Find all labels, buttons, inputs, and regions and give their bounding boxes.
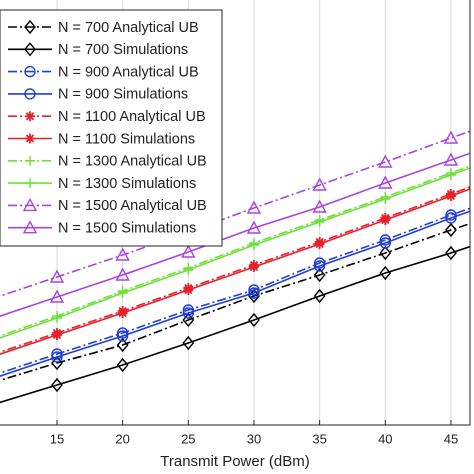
x-tick-label: 25 bbox=[181, 431, 195, 446]
legend-label: N = 1500 Simulations bbox=[58, 221, 196, 237]
series-line bbox=[0, 222, 470, 382]
marker bbox=[117, 308, 128, 318]
x-tick-label: 40 bbox=[378, 431, 392, 446]
marker bbox=[115, 267, 130, 281]
marker bbox=[380, 215, 391, 225]
marker bbox=[445, 245, 457, 261]
marker bbox=[378, 175, 393, 189]
marker bbox=[25, 111, 35, 122]
marker bbox=[312, 177, 327, 191]
marker bbox=[22, 220, 38, 234]
marker bbox=[49, 269, 65, 283]
legend: N = 700 Analytical UB N = 700 Simulations… bbox=[0, 9, 223, 247]
marker bbox=[183, 285, 194, 295]
marker bbox=[49, 289, 65, 303]
marker bbox=[246, 220, 262, 234]
x-tick-label: 35 bbox=[312, 431, 326, 446]
marker bbox=[24, 65, 36, 78]
series-line bbox=[0, 152, 470, 317]
marker bbox=[51, 313, 62, 323]
series-line bbox=[0, 210, 470, 377]
marker bbox=[313, 260, 326, 272]
marker bbox=[380, 194, 391, 204]
marker bbox=[379, 245, 392, 261]
marker bbox=[24, 42, 36, 57]
marker bbox=[314, 239, 325, 249]
marker bbox=[313, 288, 326, 304]
x-axis: 15 20 25 30 35 40 45 bbox=[50, 420, 458, 446]
legend-label: N = 900 Simulations bbox=[58, 87, 188, 103]
marker bbox=[248, 312, 260, 328]
marker bbox=[183, 265, 194, 275]
plot-area bbox=[0, 130, 470, 404]
marker bbox=[51, 377, 63, 393]
marker bbox=[182, 312, 195, 328]
marker bbox=[116, 337, 129, 353]
axes-frame bbox=[0, 0, 471, 426]
marker bbox=[182, 335, 195, 351]
marker bbox=[115, 247, 130, 261]
x-axis-label: Transmit Power (dBm) bbox=[160, 453, 309, 470]
series-line bbox=[0, 130, 470, 297]
marker bbox=[248, 262, 259, 272]
marker bbox=[445, 191, 456, 201]
marker bbox=[24, 88, 36, 100]
marker bbox=[445, 222, 457, 238]
x-tick-label: 45 bbox=[444, 431, 458, 446]
marker bbox=[312, 199, 327, 213]
marker bbox=[24, 19, 36, 35]
legend-label: N = 1100 Analytical UB bbox=[58, 109, 206, 125]
marker bbox=[182, 307, 195, 319]
marker bbox=[51, 351, 63, 363]
series-line bbox=[0, 245, 470, 404]
marker bbox=[248, 240, 259, 250]
marker bbox=[51, 330, 62, 340]
marker bbox=[379, 265, 392, 281]
marker bbox=[248, 284, 260, 296]
series-line bbox=[0, 207, 470, 374]
marker bbox=[445, 209, 457, 221]
marker bbox=[25, 178, 35, 189]
marker bbox=[445, 212, 457, 224]
marker bbox=[313, 267, 326, 283]
x-tick-label: 30 bbox=[247, 431, 261, 446]
marker bbox=[181, 244, 196, 258]
marker bbox=[314, 217, 325, 227]
marker bbox=[117, 288, 128, 298]
marker bbox=[248, 287, 260, 299]
marker bbox=[182, 304, 195, 316]
legend-label: N = 700 Analytical UB bbox=[58, 20, 199, 36]
marker bbox=[22, 197, 38, 212]
x-tick-label: 20 bbox=[115, 431, 129, 446]
marker bbox=[443, 152, 459, 166]
legend-label: N = 1300 Analytical UB bbox=[58, 154, 207, 170]
marker bbox=[379, 237, 391, 249]
marker bbox=[25, 133, 35, 144]
marker bbox=[313, 257, 326, 269]
x-tick-label: 15 bbox=[50, 431, 64, 446]
marker bbox=[116, 327, 129, 339]
marker bbox=[51, 348, 63, 360]
marker bbox=[246, 200, 262, 214]
marker bbox=[378, 154, 393, 168]
marker bbox=[25, 155, 35, 166]
marker bbox=[443, 130, 459, 144]
legend-label: N = 1500 Analytical UB bbox=[58, 198, 207, 214]
marker bbox=[116, 357, 129, 373]
marker bbox=[445, 170, 456, 180]
legend-label: N = 1300 Simulations bbox=[58, 176, 196, 192]
legend-label: N = 1100 Simulations bbox=[58, 131, 195, 147]
marker bbox=[116, 330, 129, 342]
legend-label: N = 900 Analytical UB bbox=[58, 64, 199, 80]
marker bbox=[379, 234, 391, 246]
legend-label: N = 700 Simulations bbox=[58, 42, 188, 58]
